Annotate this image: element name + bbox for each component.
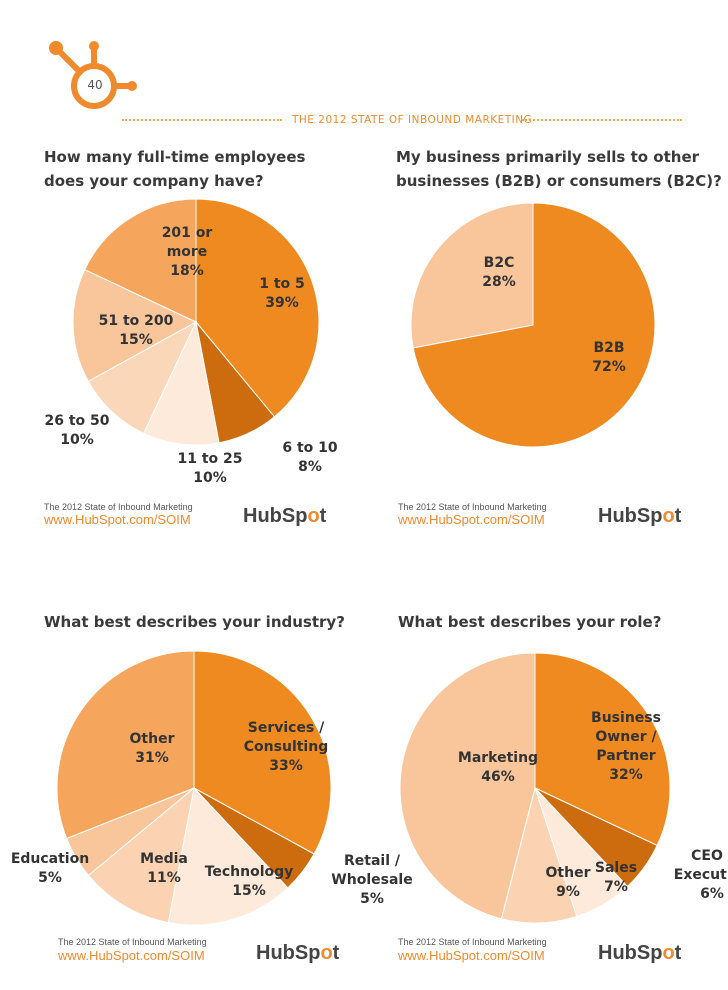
chart-title: My business primarily sells to other bus… — [396, 148, 722, 190]
slice-label: Marketing 46% — [458, 750, 538, 785]
footer-url-link[interactable]: www.HubSpot.com/SOIM — [58, 948, 205, 963]
page-header: 40 THE 2012 STATE OF INBOUND MARKETING — [0, 40, 728, 126]
pie-slice-26-to-50 — [87, 320, 198, 434]
pie-slice-services-consulting — [193, 650, 332, 855]
slice-label: Sales 7% — [595, 860, 637, 895]
pie-slice-b2c — [410, 202, 534, 349]
logo-sprocket-o: o — [662, 505, 675, 527]
slice-label: 51 to 200 15% — [99, 313, 174, 348]
slice-label: B2B 72% — [592, 340, 626, 375]
chart-panel-role: What best describes your role? Business O… — [398, 610, 728, 990]
slice-label: B2C 28% — [482, 255, 516, 290]
pie-slice-other — [56, 650, 195, 840]
report-title: THE 2012 STATE OF INBOUND MARKETING — [292, 114, 533, 126]
logo-sprocket-o: o — [662, 942, 675, 964]
logo-text-left: HubSp — [598, 505, 663, 527]
slice-label: 26 to 50 10% — [44, 413, 109, 448]
pie-slice-marketing — [399, 652, 536, 920]
footer-source: The 2012 State of Inbound Marketing — [58, 937, 207, 947]
pie-chart: 1 to 5 39% 6 to 10 8% 11 to 25 10% 26 to 50 10%… — [44, 198, 338, 486]
pie-chart: Services / Consulting 33% Retail / Wholesale… — [11, 650, 413, 926]
chart-title: What best describes your role? — [398, 613, 662, 631]
pie-slice-201-or-more — [84, 198, 197, 323]
slice-label: Services / Consulting 33% — [244, 720, 328, 774]
sprocket-logo-icon — [49, 41, 137, 109]
header-divider-right — [522, 119, 682, 121]
logo-text-right: t — [674, 505, 682, 527]
pie-slice-1-to-5 — [195, 198, 320, 418]
hubspot-logo: HubSpot — [598, 942, 681, 965]
slice-label: 6 to 10 8% — [282, 440, 338, 475]
logo-text-left: HubSp — [256, 942, 321, 964]
slice-label: Business Owner / Partner 32% — [591, 710, 661, 783]
pie-chart: B2B 72% B2C 28% — [410, 202, 656, 448]
slice-label: Technology 15% — [205, 864, 294, 899]
chart-panel-employees: How many full-time employees does your c… — [44, 145, 384, 525]
pie-slice-technology — [167, 786, 289, 926]
chart-title: What best describes your industry? — [44, 613, 345, 631]
logo-text-left: HubSp — [243, 505, 308, 527]
pie-slice-b2b — [412, 202, 656, 448]
footer-url-link[interactable]: www.HubSpot.com/SOIM — [44, 512, 191, 527]
slice-label: Other 31% — [130, 731, 175, 766]
footer-source: The 2012 State of Inbound Marketing — [398, 937, 547, 947]
slice-label: 201 or more 18% — [162, 225, 213, 279]
logo-text-right: t — [332, 942, 340, 964]
hubspot-logo: HubSpot — [256, 942, 339, 965]
hubspot-logo: HubSpot — [243, 505, 326, 528]
logo-text-right: t — [319, 505, 327, 527]
logo-text-right: t — [674, 942, 682, 964]
slice-label: CEO /Executive6% — [674, 848, 728, 902]
footer-url-link[interactable]: www.HubSpot.com/SOIM — [398, 512, 545, 527]
chart-panel-b2b-b2c: My business primarily sells to other bus… — [396, 145, 728, 525]
logo-sprocket-o: o — [320, 942, 333, 964]
pie-slice-11-to-25 — [142, 320, 220, 446]
slice-label: 11 to 25 10% — [177, 451, 242, 486]
chart-panel-industry: What best describes your industry? Servi… — [11, 610, 413, 990]
slice-label: Other 9% — [546, 865, 591, 900]
slice-label: 1 to 5 39% — [259, 276, 305, 311]
footer-url-link[interactable]: www.HubSpot.com/SOIM — [398, 948, 545, 963]
header-divider-left — [122, 119, 282, 121]
logo-sprocket-o: o — [307, 505, 320, 527]
logo-text-left: HubSp — [598, 942, 663, 964]
hubspot-logo: HubSpot — [598, 505, 681, 528]
slice-label: Retail / Wholesale 5% — [331, 853, 412, 907]
page-number: 40 — [87, 78, 103, 92]
slice-label: Education 5% — [11, 851, 89, 886]
chart-title: How many full-time employees does your c… — [44, 148, 306, 190]
footer-source: The 2012 State of Inbound Marketing — [44, 502, 193, 512]
slice-label: Media 11% — [140, 851, 188, 886]
pie-slice-51-to-200 — [72, 268, 198, 382]
footer-source: The 2012 State of Inbound Marketing — [398, 502, 547, 512]
pie-slice-media — [87, 786, 195, 924]
pie-slice-business-owner-partner — [534, 652, 671, 847]
